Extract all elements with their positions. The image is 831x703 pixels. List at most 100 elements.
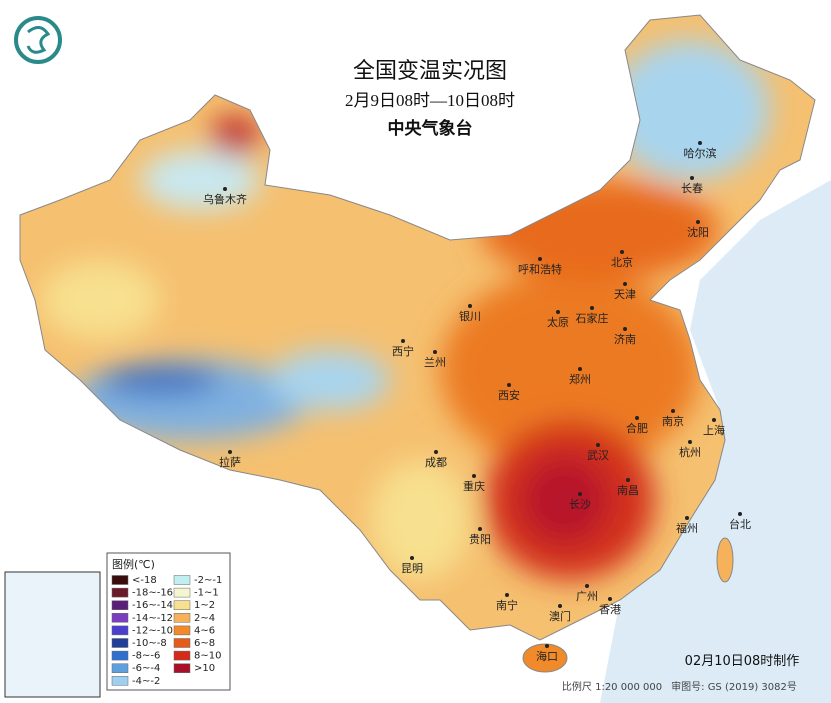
city-label: 拉萨 xyxy=(219,455,241,469)
city-dot xyxy=(478,527,482,531)
legend-label: -6~-4 xyxy=(132,663,160,674)
legend-label: >10 xyxy=(194,663,215,674)
city-label: 上海 xyxy=(703,423,725,437)
city-dot xyxy=(608,597,612,601)
city-dot xyxy=(223,187,227,191)
city-label: 郑州 xyxy=(569,372,591,386)
legend-swatch xyxy=(111,638,129,648)
city-dot xyxy=(507,383,511,387)
logo xyxy=(14,16,62,64)
city-label: 杭州 xyxy=(679,445,701,459)
subtitle: 2月9日08时—10日08时 xyxy=(345,91,515,110)
legend-swatch xyxy=(173,575,191,585)
city-dot xyxy=(712,418,716,422)
city-dot xyxy=(635,416,639,420)
legend-swatch xyxy=(111,625,129,636)
city-dot xyxy=(558,604,562,608)
city-label: 石家庄 xyxy=(576,311,609,325)
city-label: 沈阳 xyxy=(687,225,709,239)
city-label: 成都 xyxy=(425,456,447,469)
legend-label: -12~-10 xyxy=(132,625,173,636)
legend-label: -10~-8 xyxy=(132,638,167,649)
city-label: 西安 xyxy=(498,388,520,402)
city-dot xyxy=(685,516,689,520)
city-label: 广州 xyxy=(576,590,598,603)
legend-swatch xyxy=(111,587,129,598)
city-label: 福州 xyxy=(676,521,698,535)
city-dot xyxy=(228,450,232,454)
city-dot xyxy=(434,450,438,454)
legend-label: -2~-1 xyxy=(194,575,222,586)
inset xyxy=(4,571,101,698)
legend-label: 1~2 xyxy=(194,600,215,611)
title: 全国变温实况图 xyxy=(353,59,507,84)
legend-items: <-18 -18~-16-16~-14 -14~-12-12~-10 -10~-8 -8… xyxy=(111,575,222,687)
city-dot xyxy=(590,306,594,310)
city-dot xyxy=(623,327,627,331)
legend-swatch xyxy=(173,650,191,661)
city-dot xyxy=(578,367,582,371)
city-dot xyxy=(401,339,405,343)
scale: 比例尺 1:20 000 000 xyxy=(562,680,662,693)
legend-swatch xyxy=(173,625,191,636)
city-label: 香港 xyxy=(599,603,621,616)
hainan xyxy=(522,643,568,673)
city-label: 呼和浩特 xyxy=(518,262,562,276)
legend-swatch xyxy=(173,587,191,598)
city-label: 天津 xyxy=(614,288,636,301)
legend-swatch xyxy=(111,600,129,610)
city-dot xyxy=(671,409,675,413)
city-dot xyxy=(688,440,692,444)
agency: 中央气象台 xyxy=(388,118,473,139)
city-label: 长春 xyxy=(681,182,703,195)
taiwan xyxy=(716,537,734,583)
city-dot xyxy=(556,310,560,314)
legend-label: -8~-6 xyxy=(132,651,160,662)
legend-label: -16~-14 xyxy=(132,600,173,611)
approval: 审图号: GS (2019) 3082号 xyxy=(671,680,797,693)
city-dot xyxy=(545,644,549,648)
city-dot xyxy=(620,250,624,254)
city-label: 南宁 xyxy=(496,598,518,612)
legend-swatch xyxy=(111,613,129,623)
city-dot xyxy=(623,282,627,286)
legend-swatch xyxy=(173,600,191,610)
legend-swatch xyxy=(173,638,191,648)
city-label: 重庆 xyxy=(463,479,485,493)
city-label: 太原 xyxy=(547,316,569,329)
legend-label: 2~4 xyxy=(194,613,215,624)
legend-swatch xyxy=(173,663,191,673)
legend-swatch xyxy=(111,663,129,673)
city-label: 澳门 xyxy=(549,609,571,623)
city-label: 武汉 xyxy=(587,449,609,462)
city-label: 乌鲁木齐 xyxy=(203,192,247,206)
legend-title: 图例(℃) xyxy=(112,557,155,571)
city-dot xyxy=(505,593,509,597)
legend-label: <-18 xyxy=(132,575,157,586)
city-label: 西宁 xyxy=(392,344,414,358)
city-label: 昆明 xyxy=(401,562,423,575)
city-dot xyxy=(538,257,542,261)
legend-label: -18~-16 xyxy=(132,588,173,599)
logo-mark xyxy=(26,26,51,54)
made-time: 02月10日08时制作 xyxy=(685,654,800,669)
city-label: 北京 xyxy=(611,255,633,269)
legend-label: 4~6 xyxy=(194,625,215,636)
city-label: 贵阳 xyxy=(469,533,491,546)
legend-swatch xyxy=(111,650,129,661)
city-label: 台北 xyxy=(729,517,751,531)
city-dot xyxy=(433,350,437,354)
city-label: 南昌 xyxy=(617,484,639,497)
city-dot xyxy=(626,478,630,482)
city-label: 南京 xyxy=(662,414,684,428)
legend-swatch xyxy=(111,676,129,686)
city-dot xyxy=(690,176,694,180)
city-dot xyxy=(468,304,472,308)
legend-swatch xyxy=(173,613,191,623)
city-dot xyxy=(585,584,589,588)
legend-label: 6~8 xyxy=(194,638,215,649)
city-dot xyxy=(410,556,414,560)
legend-label: -1~1 xyxy=(194,588,219,599)
